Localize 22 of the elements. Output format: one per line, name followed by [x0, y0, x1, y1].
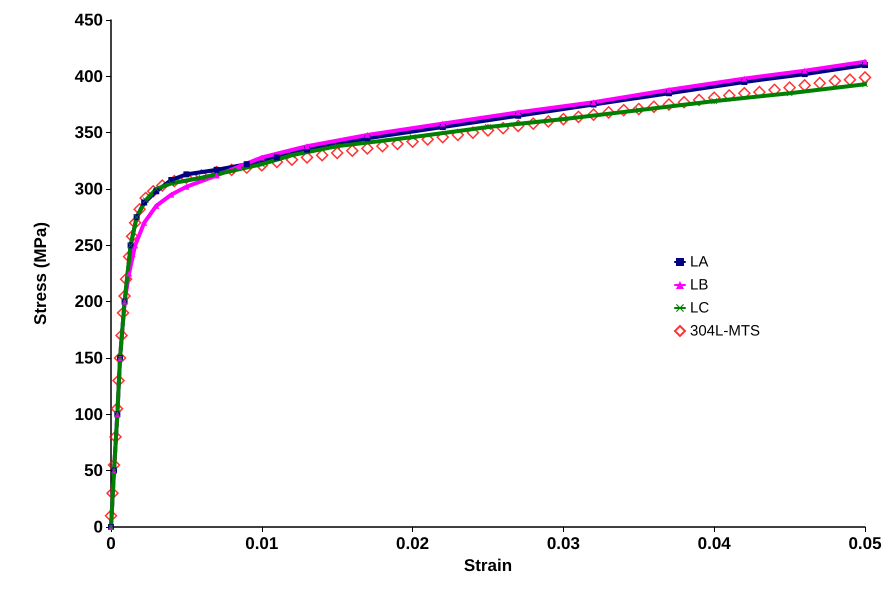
y-tick-label: 50 — [84, 461, 103, 480]
y-tick-label: 350 — [74, 123, 103, 142]
legend-label: LC — [690, 300, 710, 316]
x-tick-label: 0.04 — [698, 534, 732, 553]
legend-label: 304L-MTS — [690, 322, 760, 340]
x-tick-label: 0 — [106, 534, 116, 553]
y-tick-label: 200 — [74, 292, 103, 312]
y-tick-label: 450 — [74, 10, 103, 30]
x-tick-label: 0.05 — [848, 534, 882, 553]
y-tick-label: 400 — [74, 66, 103, 86]
legend-label: LB — [690, 276, 708, 294]
x-tick-label: 0.02 — [396, 534, 430, 553]
y-axis-title: Stress (MPa) — [31, 222, 50, 325]
y-tick-label: 300 — [74, 180, 103, 198]
x-tick-label: 0.03 — [546, 534, 580, 553]
y-tick-label: 0 — [94, 518, 103, 536]
y-tick-label: 100 — [74, 404, 103, 424]
legend-label: LA — [690, 254, 708, 270]
x-axis-title: Strain — [464, 556, 512, 575]
y-tick-label: 150 — [74, 348, 103, 368]
y-tick-label: 250 — [74, 236, 103, 255]
x-tick-label: 0.01 — [245, 534, 278, 553]
